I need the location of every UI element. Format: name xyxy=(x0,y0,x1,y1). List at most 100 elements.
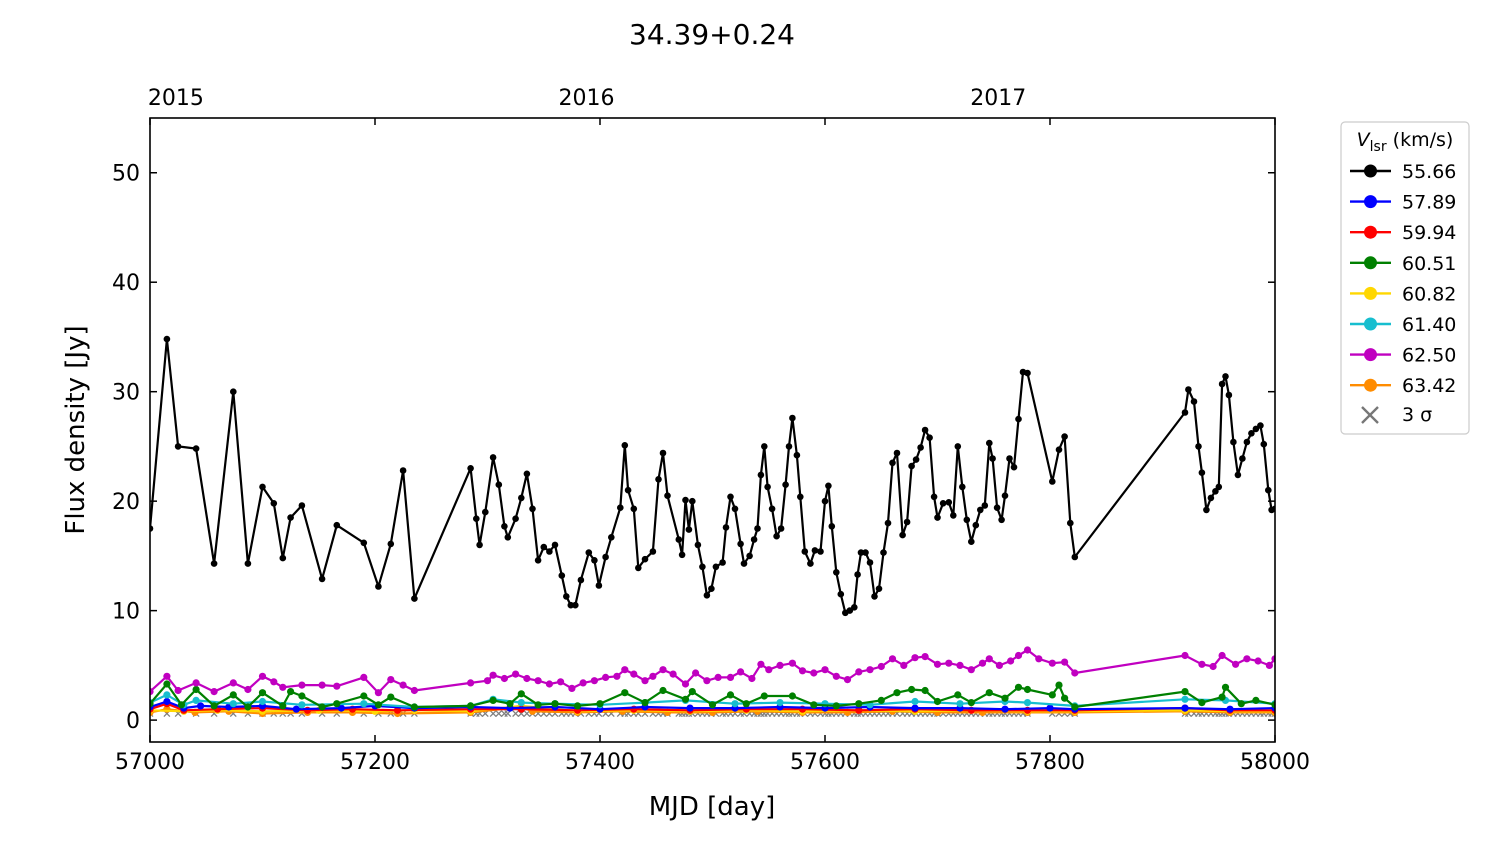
data-point xyxy=(630,505,638,513)
data-point xyxy=(1254,657,1262,665)
data-point xyxy=(655,476,662,483)
data-point xyxy=(259,483,266,491)
legend-label: 61.40 xyxy=(1402,314,1456,336)
data-point xyxy=(981,502,989,509)
data-point xyxy=(495,481,503,489)
data-point xyxy=(748,674,756,683)
data-point xyxy=(1001,492,1009,500)
data-point xyxy=(476,541,483,549)
data-point xyxy=(244,560,252,567)
data-point xyxy=(192,445,200,452)
data-point xyxy=(641,699,649,707)
data-point xyxy=(731,700,739,708)
data-point xyxy=(387,540,395,548)
data-point xyxy=(1225,391,1233,399)
data-point xyxy=(694,541,702,549)
data-point xyxy=(360,673,368,682)
data-point xyxy=(210,560,218,567)
x-tick-label: 57400 xyxy=(565,750,635,775)
data-point xyxy=(1006,455,1013,462)
data-point xyxy=(197,702,205,710)
data-point xyxy=(1024,369,1031,377)
data-point xyxy=(1195,443,1202,450)
y-axis-title: Flux density [Jy] xyxy=(61,325,91,534)
legend-label: 57.89 xyxy=(1402,192,1456,214)
data-point xyxy=(908,462,915,470)
data-point xyxy=(746,552,753,560)
data-point xyxy=(467,679,475,687)
data-point xyxy=(659,686,667,695)
data-point xyxy=(1260,440,1268,448)
data-point xyxy=(591,557,598,564)
plot-frame xyxy=(149,117,1276,743)
data-point xyxy=(1061,658,1069,666)
data-point xyxy=(708,585,715,592)
legend-item-62.50: 62.50 xyxy=(1350,345,1456,367)
x-axis-title: MJD [day] xyxy=(649,792,776,822)
data-point xyxy=(911,704,919,712)
data-point xyxy=(1271,505,1275,513)
sigma-cross-mark xyxy=(489,710,497,717)
top-year-label: 2017 xyxy=(970,86,1026,111)
data-point xyxy=(1218,651,1226,660)
series-60.51 xyxy=(150,680,1275,711)
data-point xyxy=(210,702,218,710)
data-point xyxy=(489,454,497,461)
data-point xyxy=(270,500,278,507)
cross-marker-icon xyxy=(1361,406,1379,424)
data-point xyxy=(467,465,474,472)
data-point xyxy=(375,583,382,590)
data-point xyxy=(545,680,554,688)
data-point xyxy=(298,502,306,509)
data-point xyxy=(393,706,402,714)
legend-item-63.42: 63.42 xyxy=(1350,375,1456,397)
data-point xyxy=(270,678,278,686)
axes: 57000 57200 57400 57600 57800 58000 0 10 20 30 40 5… xyxy=(112,86,1310,775)
data-point xyxy=(972,521,980,529)
data-point xyxy=(1232,660,1240,668)
data-point xyxy=(926,434,933,442)
data-point xyxy=(757,471,765,479)
data-point xyxy=(279,554,287,562)
data-point xyxy=(801,548,809,555)
data-point xyxy=(855,668,863,676)
data-point xyxy=(742,700,750,708)
legend: Vlsr (km/s) 55.66 57.89 59.94 60.51 60.82 61.… xyxy=(1340,121,1470,435)
data-point xyxy=(967,699,975,707)
data-point xyxy=(963,516,971,524)
x-tick-label: 57000 xyxy=(115,750,185,775)
top-year-label: 2015 xyxy=(148,86,204,111)
data-point xyxy=(888,655,897,663)
data-point xyxy=(337,704,345,712)
data-point xyxy=(602,553,609,561)
data-point xyxy=(807,560,814,567)
data-point xyxy=(635,564,642,572)
data-point xyxy=(664,492,671,500)
data-point xyxy=(788,692,797,700)
data-point xyxy=(911,654,919,662)
data-point xyxy=(785,443,793,450)
data-point xyxy=(1055,446,1063,454)
data-point xyxy=(1221,683,1230,691)
data-point xyxy=(374,689,382,697)
data-point xyxy=(563,593,570,600)
data-point xyxy=(777,525,785,532)
data-point xyxy=(862,549,869,556)
data-point xyxy=(1014,683,1023,691)
data-point xyxy=(387,676,395,684)
data-point xyxy=(192,679,200,687)
data-point xyxy=(621,689,629,697)
data-point xyxy=(192,685,200,694)
data-point xyxy=(1203,506,1210,514)
data-point xyxy=(659,449,667,457)
data-point xyxy=(489,671,497,679)
legend-label-3sigma: 3 σ xyxy=(1402,404,1432,426)
data-point xyxy=(621,666,629,674)
y-tick-label: 10 xyxy=(112,600,140,625)
x-tick-label: 58000 xyxy=(1240,750,1310,775)
data-point xyxy=(318,575,326,583)
data-point xyxy=(1218,380,1226,388)
data-point xyxy=(889,459,896,467)
data-point xyxy=(467,702,475,710)
data-point xyxy=(933,660,942,668)
